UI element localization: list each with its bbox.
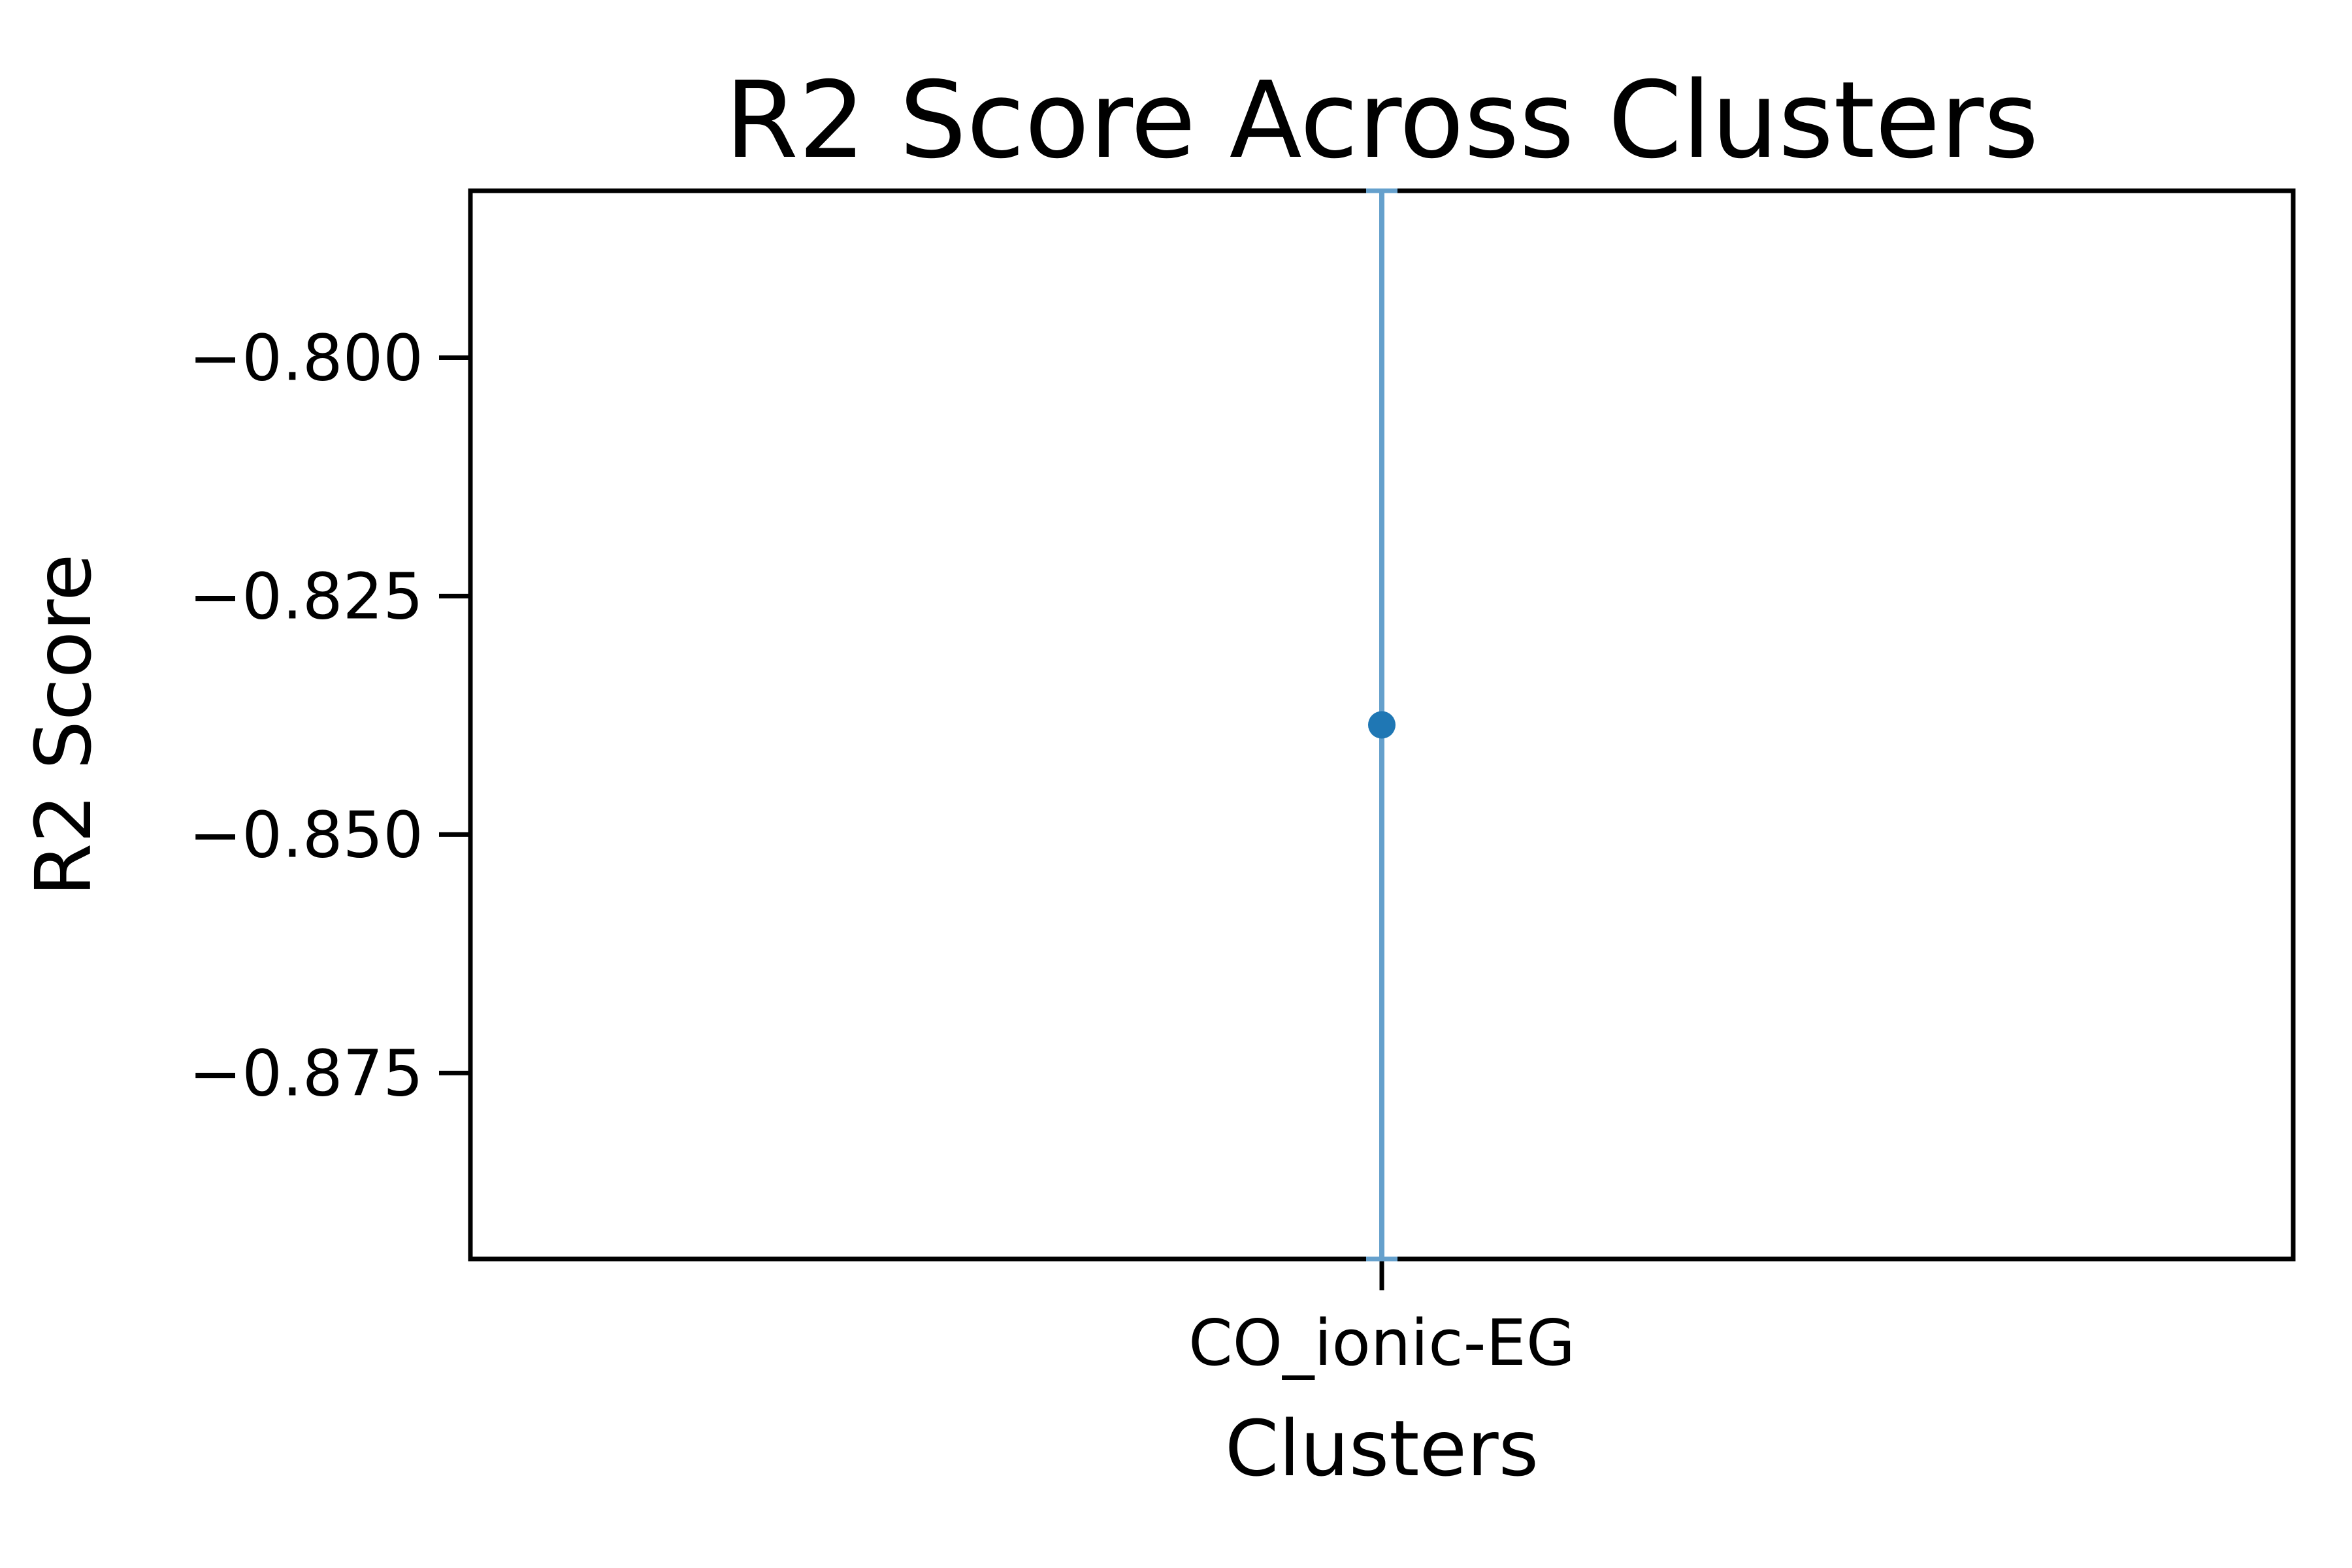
y-tick-label: −0.850: [189, 798, 423, 872]
x-axis-label: Clusters: [1225, 1403, 1539, 1494]
x-axis: CO_ionic-EG: [1188, 1259, 1575, 1380]
data-series: [1366, 188, 1397, 1262]
data-point: [1368, 711, 1396, 739]
y-tick-label: −0.875: [189, 1036, 423, 1110]
y-tick-label: −0.825: [189, 559, 423, 633]
y-axis: −0.800 −0.825 −0.850 −0.875: [189, 321, 470, 1110]
chart-title: R2 Score Across Clusters: [725, 59, 2038, 182]
y-axis-label: R2 Score: [18, 553, 108, 896]
y-tick-label: −0.800: [189, 321, 423, 395]
x-tick-label: CO_ionic-EG: [1188, 1306, 1575, 1380]
